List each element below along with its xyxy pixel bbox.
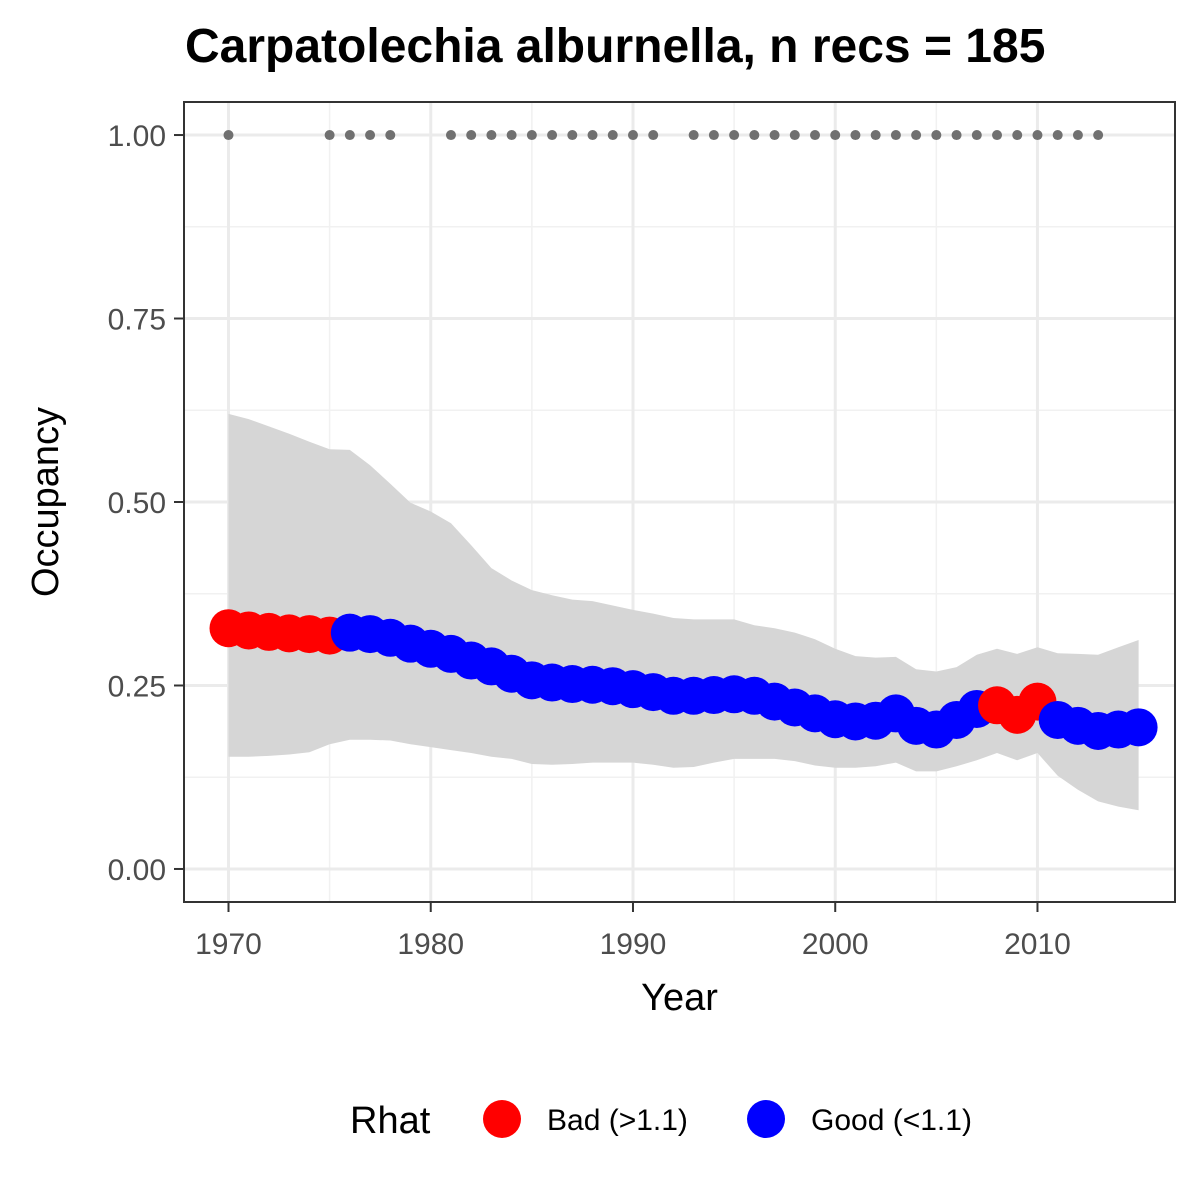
occupancy-points-layer <box>209 609 1158 750</box>
axes: 1970 1980 1990 2000 2010 0.00 0.25 0.50 0.75 1.00 <box>108 120 1071 961</box>
record-dot <box>567 130 578 141</box>
x-tick-label: 1970 <box>195 928 262 961</box>
y-tick-label: 0.00 <box>108 854 166 887</box>
chart-title: Carpatolechia alburnella, n recs = 185 <box>185 20 1045 73</box>
credible-interval-ribbon <box>228 413 1139 811</box>
legend-key-bad <box>483 1100 521 1138</box>
record-dot <box>445 130 456 141</box>
record-dot <box>769 130 780 141</box>
record-dot <box>587 130 598 141</box>
x-tick-label: 1980 <box>397 928 464 961</box>
record-dot <box>1012 130 1023 141</box>
record-dot <box>466 130 477 141</box>
legend-key-good <box>747 1100 785 1138</box>
y-axis-title: Occupancy <box>25 407 67 597</box>
record-dot <box>627 130 638 141</box>
y-tick-label: 0.75 <box>108 304 166 337</box>
x-tick-label: 2000 <box>802 928 869 961</box>
legend-label-good: Good (<1.1) <box>811 1104 972 1137</box>
record-dot <box>789 130 800 141</box>
occupancy-point-good <box>1119 708 1158 747</box>
record-dot <box>1052 130 1063 141</box>
record-dot <box>992 130 1003 141</box>
record-dot <box>1072 130 1083 141</box>
x-tick-label: 1990 <box>600 928 667 961</box>
record-dot <box>708 130 719 141</box>
record-dot <box>729 130 740 141</box>
record-dot <box>385 130 396 141</box>
record-dot <box>648 130 659 141</box>
record-dot <box>749 130 760 141</box>
y-tick-label: 0.25 <box>108 670 166 703</box>
record-dot <box>607 130 618 141</box>
record-dot <box>830 130 841 141</box>
legend: Rhat Bad (>1.1) Good (<1.1) <box>350 1100 972 1142</box>
record-dot <box>911 130 922 141</box>
y-tick-label: 1.00 <box>108 120 166 153</box>
record-dot <box>324 130 335 141</box>
record-dot <box>1032 130 1043 141</box>
record-dot <box>223 130 234 141</box>
record-dot <box>344 130 355 141</box>
record-dot <box>1093 130 1104 141</box>
record-dot <box>931 130 942 141</box>
legend-label-bad: Bad (>1.1) <box>547 1104 688 1137</box>
credible-interval-ribbon-layer <box>228 413 1139 811</box>
record-dot <box>506 130 517 141</box>
record-dot <box>810 130 821 141</box>
record-dot <box>951 130 962 141</box>
legend-title: Rhat <box>350 1100 431 1142</box>
record-dot <box>890 130 901 141</box>
x-axis-title: Year <box>641 977 718 1019</box>
record-dot <box>850 130 861 141</box>
record-dot <box>688 130 699 141</box>
record-dot <box>365 130 376 141</box>
record-dot <box>526 130 537 141</box>
record-dots-layer <box>223 130 1104 141</box>
x-tick-label: 2010 <box>1004 928 1071 961</box>
record-dot <box>870 130 881 141</box>
record-dot <box>486 130 497 141</box>
y-tick-label: 0.50 <box>108 487 166 520</box>
record-dot <box>971 130 982 141</box>
record-dot <box>547 130 558 141</box>
